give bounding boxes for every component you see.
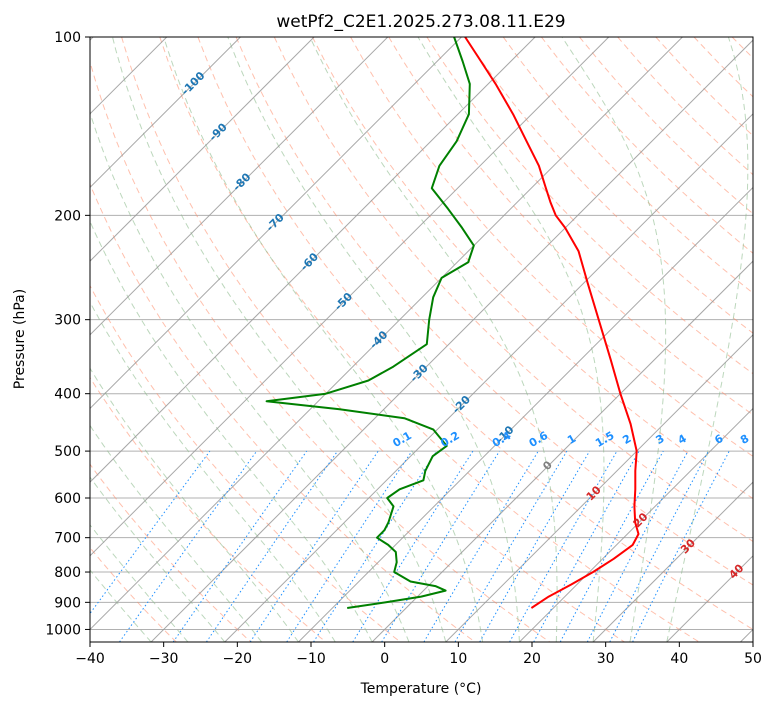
dry-adiabat xyxy=(311,37,753,500)
moist-adiabat xyxy=(561,37,667,642)
mixing-ratio-line xyxy=(90,450,211,615)
mixing-ratio-line xyxy=(559,450,664,642)
moist-adiabat xyxy=(90,524,189,642)
dry-adiabat xyxy=(197,37,753,630)
x-tick-label: 0 xyxy=(380,651,389,667)
y-tick-label: 900 xyxy=(54,595,81,611)
isotherm-line xyxy=(90,37,315,262)
isotherm-line xyxy=(150,39,753,642)
y-axis-label: Pressure (hPa) xyxy=(12,289,28,389)
chart-title: wetPf2_C2E1.2025.273.08.11.E29 xyxy=(276,12,565,32)
moist-adiabat xyxy=(309,37,558,642)
isotherm-line xyxy=(90,37,389,336)
y-tick-label: 500 xyxy=(54,444,81,460)
mixing-ratio-line xyxy=(509,450,618,642)
x-tick-label: −40 xyxy=(75,651,105,667)
mixing-ratio-line xyxy=(205,450,338,642)
isotherm-line xyxy=(90,37,610,557)
mixing-ratio-line xyxy=(381,450,500,642)
mixing-ratio-line xyxy=(533,450,640,642)
y-axis-ticks: 100 200 300 400 500 600 700 800 900 1000 xyxy=(45,30,90,638)
moist-adiabat xyxy=(666,37,749,642)
x-tick-label: 10 xyxy=(449,651,467,667)
dry-adiabat xyxy=(90,60,551,642)
dry-adiabat xyxy=(90,182,476,642)
moist-adiabat xyxy=(90,111,410,642)
isotherm-line xyxy=(371,260,753,642)
dry-adiabat xyxy=(90,463,252,642)
isotherm-line xyxy=(519,407,753,642)
y-tick-label: 800 xyxy=(54,565,81,581)
mixing-ratio-line xyxy=(352,450,474,642)
y-tick-label: 400 xyxy=(54,387,81,403)
x-tick-label: 50 xyxy=(744,651,762,667)
dry-adiabat xyxy=(426,37,753,375)
isotherm-line xyxy=(90,37,462,410)
mixing-ratio-line xyxy=(119,450,258,642)
dry-adiabat xyxy=(121,37,625,642)
dewpoint-profile-line xyxy=(265,37,475,609)
x-axis-label: Temperature (°C) xyxy=(360,681,482,697)
plot-frame xyxy=(89,36,754,643)
moist-adiabat xyxy=(90,569,152,642)
isotherm-line xyxy=(90,37,536,483)
moist-adiabat xyxy=(90,476,226,642)
dry-adiabat xyxy=(464,37,753,334)
x-axis-ticks: −40 −30 −20 −10 0 10 20 30 40 50 xyxy=(75,642,762,667)
dry-adiabat xyxy=(235,37,753,586)
mixing-ratio-lines xyxy=(90,450,730,642)
moist-adiabat xyxy=(90,301,336,642)
isotherm-line xyxy=(90,37,241,189)
x-tick-label: 20 xyxy=(523,651,541,667)
y-tick-label: 200 xyxy=(54,208,81,224)
isotherm-line xyxy=(298,186,753,642)
mixing-ratio-line xyxy=(286,450,413,642)
x-tick-label: −10 xyxy=(296,651,326,667)
x-tick-label: 30 xyxy=(597,651,615,667)
mixing-ratio-line xyxy=(172,450,308,642)
moist-adiabat xyxy=(90,220,373,642)
x-tick-label: 40 xyxy=(670,651,688,667)
isotherms xyxy=(90,37,753,642)
mixing-ratio-line xyxy=(632,450,730,642)
moist-adiabat xyxy=(417,37,605,642)
moist-adiabat xyxy=(227,37,520,642)
isotherm-line xyxy=(90,37,683,631)
isotherm-line xyxy=(592,481,753,642)
profile-series xyxy=(265,37,640,609)
background-lines xyxy=(90,37,753,642)
y-tick-label: 1000 xyxy=(45,622,81,638)
x-tick-label: −20 xyxy=(223,651,253,667)
moist-adiabat xyxy=(90,424,262,642)
moist-adiabat xyxy=(163,37,484,642)
y-tick-label: 300 xyxy=(54,313,81,329)
moist-adiabat xyxy=(112,37,447,642)
y-tick-label: 600 xyxy=(54,491,81,507)
y-tick-label: 700 xyxy=(54,531,81,547)
mixing-ratio-line xyxy=(313,450,438,642)
x-tick-label: −30 xyxy=(149,651,179,667)
y-tick-label: 100 xyxy=(54,30,81,46)
temperature-profile-line xyxy=(464,37,640,609)
mixing-ratio-line xyxy=(249,450,379,642)
isotherm-line xyxy=(445,334,753,642)
dry-adiabat xyxy=(90,376,327,642)
isotherm-line xyxy=(224,113,753,642)
